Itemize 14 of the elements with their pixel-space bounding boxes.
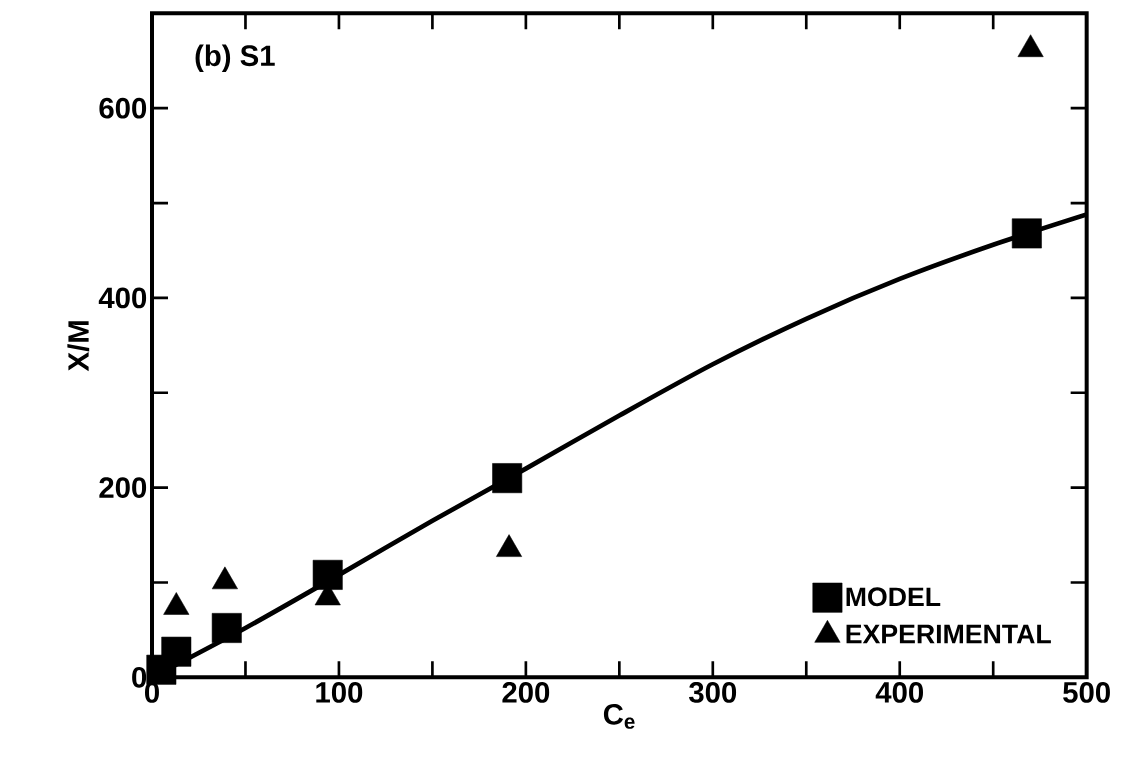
- x-tick-label: 200: [502, 681, 550, 703]
- text: (b) S1: [195, 44, 275, 72]
- x-tick-label: 500: [1063, 681, 1110, 703]
- y-tick-label: 200: [99, 477, 147, 498]
- y-tick-label: 600: [99, 97, 147, 119]
- y-tick-label: 0: [132, 666, 147, 688]
- legend-label: MODEL: [846, 587, 941, 607]
- x-tick-label: 300: [689, 681, 737, 703]
- x-axis-title: C$_{e}$: [603, 703, 635, 729]
- legend-label: EXPERIMENTAL: [846, 624, 1051, 644]
- y-tick-label: 400: [98, 287, 147, 309]
- x-tick-label: 400: [875, 681, 923, 703]
- x-tick-label: 100: [316, 681, 363, 703]
- y-axis-title: X/M: [67, 321, 90, 371]
